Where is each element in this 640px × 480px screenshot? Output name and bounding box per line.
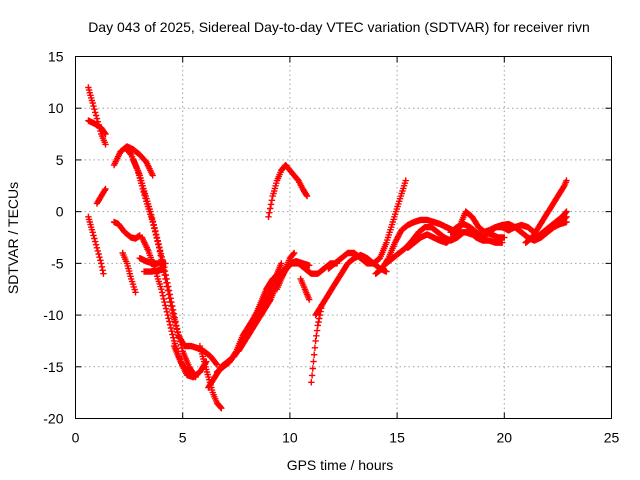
y-axis-label: SDTVAR / TECUs (5, 182, 21, 294)
point-markers (196, 342, 225, 412)
point-markers (138, 234, 210, 381)
point-markers (273, 249, 298, 293)
y-tick-label: -20 (43, 411, 63, 427)
x-axis-label: GPS time / hours (287, 457, 394, 473)
x-tick-label: 5 (179, 430, 187, 446)
series-arc-w (325, 177, 409, 272)
x-tick-label: 15 (389, 430, 405, 446)
point-markers (85, 84, 109, 148)
point-markers (85, 213, 107, 277)
y-tick-label: 15 (48, 49, 64, 65)
series-arc-t (297, 275, 313, 303)
series-arc-l (138, 234, 210, 381)
series-arc-r (265, 161, 311, 220)
series-arc-d (93, 185, 109, 207)
series-arc-f (110, 218, 143, 242)
point-markers (85, 117, 109, 138)
x-tick-label: 25 (604, 430, 620, 446)
series-arc-s (273, 249, 298, 293)
plot-frame (75, 56, 612, 419)
point-markers (119, 249, 139, 296)
x-tick-label: 0 (72, 430, 80, 446)
series-arc-g (119, 249, 139, 296)
point-markers (170, 342, 197, 381)
series-arc-n (196, 342, 225, 412)
series-arc-c (85, 213, 107, 277)
point-markers (110, 218, 143, 242)
point-markers (213, 260, 285, 376)
point-markers (235, 258, 313, 355)
tick-labels: 0 5 10 15 20 25 15 10 5 0 -5 -10 -15 -20 (43, 49, 619, 446)
data-points (85, 84, 570, 412)
series-arc-ad (533, 208, 570, 241)
series-arc-q (235, 258, 313, 355)
chart-title: Day 043 of 2025, Sidereal Day-to-day VTE… (88, 19, 590, 35)
series-arc-m (170, 342, 197, 381)
point-markers (522, 177, 570, 246)
series-arc-ac (522, 177, 570, 246)
series-arc-a (85, 84, 109, 148)
point-markers (325, 177, 409, 272)
y-tick-label: 10 (48, 100, 64, 116)
point-markers (297, 275, 313, 303)
y-tick-label: -15 (43, 359, 63, 375)
y-tick-label: -5 (51, 255, 64, 271)
series-arc-p (213, 260, 285, 376)
y-tick-label: 0 (56, 204, 64, 220)
series-arc-b (85, 117, 109, 138)
point-markers (533, 208, 570, 241)
point-markers (93, 185, 109, 207)
x-tick-label: 10 (282, 430, 298, 446)
x-tick-label: 20 (497, 430, 513, 446)
y-tick-label: -10 (43, 307, 63, 323)
point-markers (265, 161, 311, 220)
y-tick-label: 5 (56, 152, 64, 168)
